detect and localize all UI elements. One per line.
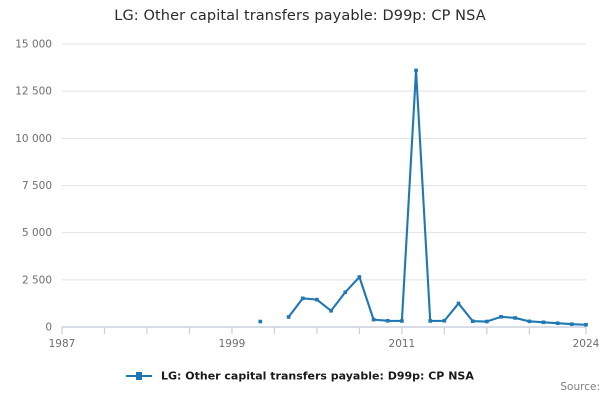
data-point-marker [499, 315, 503, 319]
data-point-marker [357, 275, 362, 279]
y-axis-tick-label: 10 000 [15, 133, 52, 145]
x-axis-tick-label: 2024 [573, 338, 600, 350]
data-point-marker [570, 322, 574, 326]
data-point-marker [442, 318, 447, 323]
data-point-marker [541, 320, 546, 325]
data-point-marker [414, 68, 418, 73]
data-point-marker [385, 318, 390, 323]
data-point-marker [456, 301, 461, 306]
x-axis-tick-label: 1987 [49, 338, 76, 350]
chart-title: LG: Other capital transfers payable: D99… [114, 8, 486, 24]
data-point-marker [300, 296, 305, 301]
data-point-marker [555, 321, 560, 326]
legend-entry[interactable]: LG: Other capital transfers payable: D99… [126, 369, 474, 383]
data-point-marker [286, 315, 291, 319]
data-point-marker [470, 319, 475, 323]
y-axis-tick-labels: 0 2 500 5 000 7 500 10 000 12 500 15 000 [15, 39, 52, 334]
data-point-marker [513, 316, 517, 320]
data-point-marker [527, 319, 532, 324]
data-point-marker [343, 290, 348, 295]
legend-line-marker-icon [126, 371, 153, 381]
y-gridlines [62, 43, 586, 328]
data-point-marker [329, 308, 333, 313]
x-axis-ticks [61, 327, 587, 334]
data-point-marker [584, 322, 588, 327]
data-point-marker [428, 319, 433, 323]
data-point-marker [258, 319, 263, 324]
x-axis-tick-label: 1999 [219, 338, 246, 350]
y-axis-tick-label: 0 [45, 322, 52, 334]
data-series-markers [258, 68, 588, 327]
y-axis-tick-label: 7 500 [22, 180, 52, 192]
data-point-marker [400, 319, 404, 323]
chart-legend: LG: Other capital transfers payable: D99… [0, 364, 600, 383]
y-axis-tick-label: 2 500 [22, 274, 52, 286]
data-point-marker [315, 297, 319, 302]
x-axis-tick-label: 2011 [389, 338, 416, 350]
y-axis-tick-label: 15 000 [15, 39, 52, 51]
data-point-marker [371, 317, 376, 322]
source-note: Source: [560, 381, 600, 393]
legend-entry-label: LG: Other capital transfers payable: D99… [160, 369, 474, 383]
data-point-marker [485, 319, 489, 324]
data-series-line [287, 69, 588, 326]
y-axis-tick-label: 5 000 [22, 227, 52, 239]
x-axis-tick-labels: 1987 1999 2011 2024 [49, 338, 600, 350]
y-axis-tick-label: 12 500 [15, 86, 52, 98]
series-polyline [287, 69, 588, 326]
